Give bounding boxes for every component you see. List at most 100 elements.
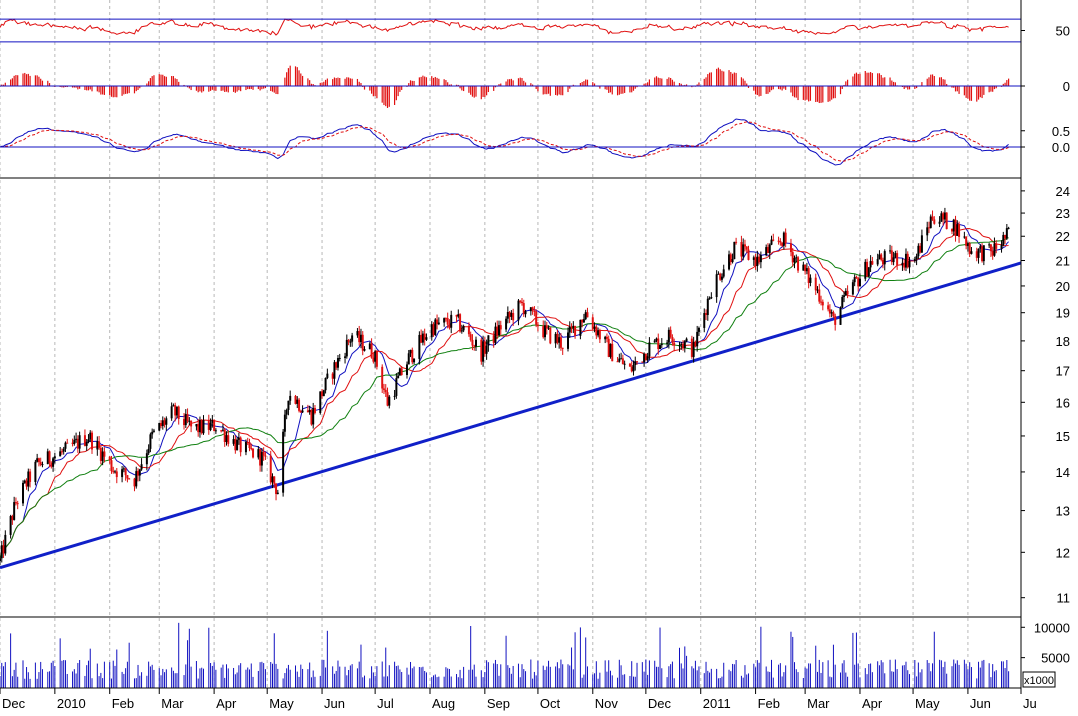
histogram-bar: [215, 86, 217, 91]
candle-body: [321, 391, 324, 397]
candle-body: [409, 349, 412, 354]
ma-long: [0, 237, 1009, 559]
candle: [372, 352, 375, 364]
candle: [52, 456, 55, 472]
candle: [374, 350, 377, 368]
candle: [411, 347, 414, 365]
candle-body: [853, 277, 856, 283]
candle: [657, 333, 660, 355]
histogram-bar: [77, 86, 79, 90]
candle-body: [397, 375, 400, 379]
candle-body: [446, 318, 449, 325]
candle-body: [807, 268, 810, 283]
histogram-bar: [636, 86, 638, 88]
candle-body: [816, 289, 819, 291]
candle-body: [597, 330, 600, 336]
histogram-bar: [190, 86, 192, 91]
x-tick-label: Apr: [862, 696, 883, 711]
x-tick-label: May: [915, 696, 940, 711]
candle-body: [931, 216, 934, 220]
histogram-bar: [172, 76, 175, 86]
candle-body: [359, 334, 362, 343]
candle: [505, 316, 508, 333]
candle: [347, 339, 350, 346]
candle: [289, 390, 292, 405]
histogram-bar: [79, 86, 81, 89]
histogram-bar: [163, 76, 166, 86]
candle: [160, 420, 163, 429]
candle: [858, 273, 861, 287]
candle-body: [644, 353, 647, 361]
candle-body: [372, 357, 375, 362]
candle-body: [692, 341, 695, 357]
candle: [772, 233, 775, 242]
candle-body: [759, 255, 762, 263]
candle: [59, 447, 62, 457]
histogram-bar: [245, 86, 247, 91]
candle-body: [653, 340, 656, 343]
candle-body: [519, 300, 522, 302]
histogram-bar: [344, 78, 346, 86]
oscillator-line: [0, 118, 1009, 166]
histogram-bar: [928, 77, 930, 86]
candle: [926, 221, 929, 242]
candle: [145, 449, 148, 471]
histogram-bar: [609, 86, 612, 93]
candle: [101, 447, 104, 466]
histogram-bar: [765, 86, 767, 94]
candle: [605, 333, 608, 343]
candle: [126, 475, 129, 483]
candle-body: [669, 329, 672, 337]
candle: [536, 322, 539, 332]
candle: [929, 214, 932, 229]
histogram-bar: [673, 81, 675, 86]
candle: [462, 324, 465, 333]
candle: [694, 340, 697, 348]
histogram-bar: [312, 84, 314, 86]
histogram-bar: [914, 86, 916, 89]
candle-body: [683, 341, 686, 349]
histogram-bar: [443, 79, 445, 86]
histogram-bar: [91, 86, 93, 92]
histogram-bar: [388, 86, 390, 107]
histogram-bar: [894, 82, 896, 86]
histogram-bar: [845, 81, 847, 86]
histogram-bar: [884, 77, 886, 86]
candle: [207, 414, 210, 435]
candle: [791, 248, 794, 267]
histogram-bar: [809, 86, 812, 101]
candle: [467, 322, 470, 337]
candle: [981, 243, 984, 263]
candle-body: [407, 353, 410, 365]
histogram-bar: [779, 86, 781, 90]
candle: [122, 466, 125, 473]
histogram-bar: [685, 84, 688, 86]
candle-body: [234, 439, 237, 451]
candle-body: [828, 309, 831, 314]
candle-body: [188, 420, 191, 422]
histogram-bar: [22, 73, 24, 86]
candle: [78, 431, 81, 453]
histogram-bar: [521, 78, 523, 86]
histogram-bar: [75, 86, 77, 88]
candle: [469, 331, 472, 342]
histogram-bar: [993, 86, 996, 90]
histogram-bar: [436, 77, 438, 86]
candle-body: [903, 262, 906, 268]
candle: [209, 418, 212, 432]
histogram-bar: [965, 86, 967, 98]
candle-body: [220, 430, 223, 432]
candle: [620, 352, 623, 360]
histogram-bar: [698, 82, 700, 86]
candle: [257, 446, 260, 460]
candle-body: [53, 456, 56, 459]
histogram-bar: [112, 86, 114, 98]
candle-body: [878, 254, 881, 260]
candle-body: [85, 441, 88, 446]
candle-body: [740, 242, 743, 257]
candle-body: [567, 332, 570, 349]
candle: [991, 246, 994, 260]
candle: [607, 335, 610, 358]
candle: [319, 391, 322, 415]
candle: [728, 250, 731, 271]
